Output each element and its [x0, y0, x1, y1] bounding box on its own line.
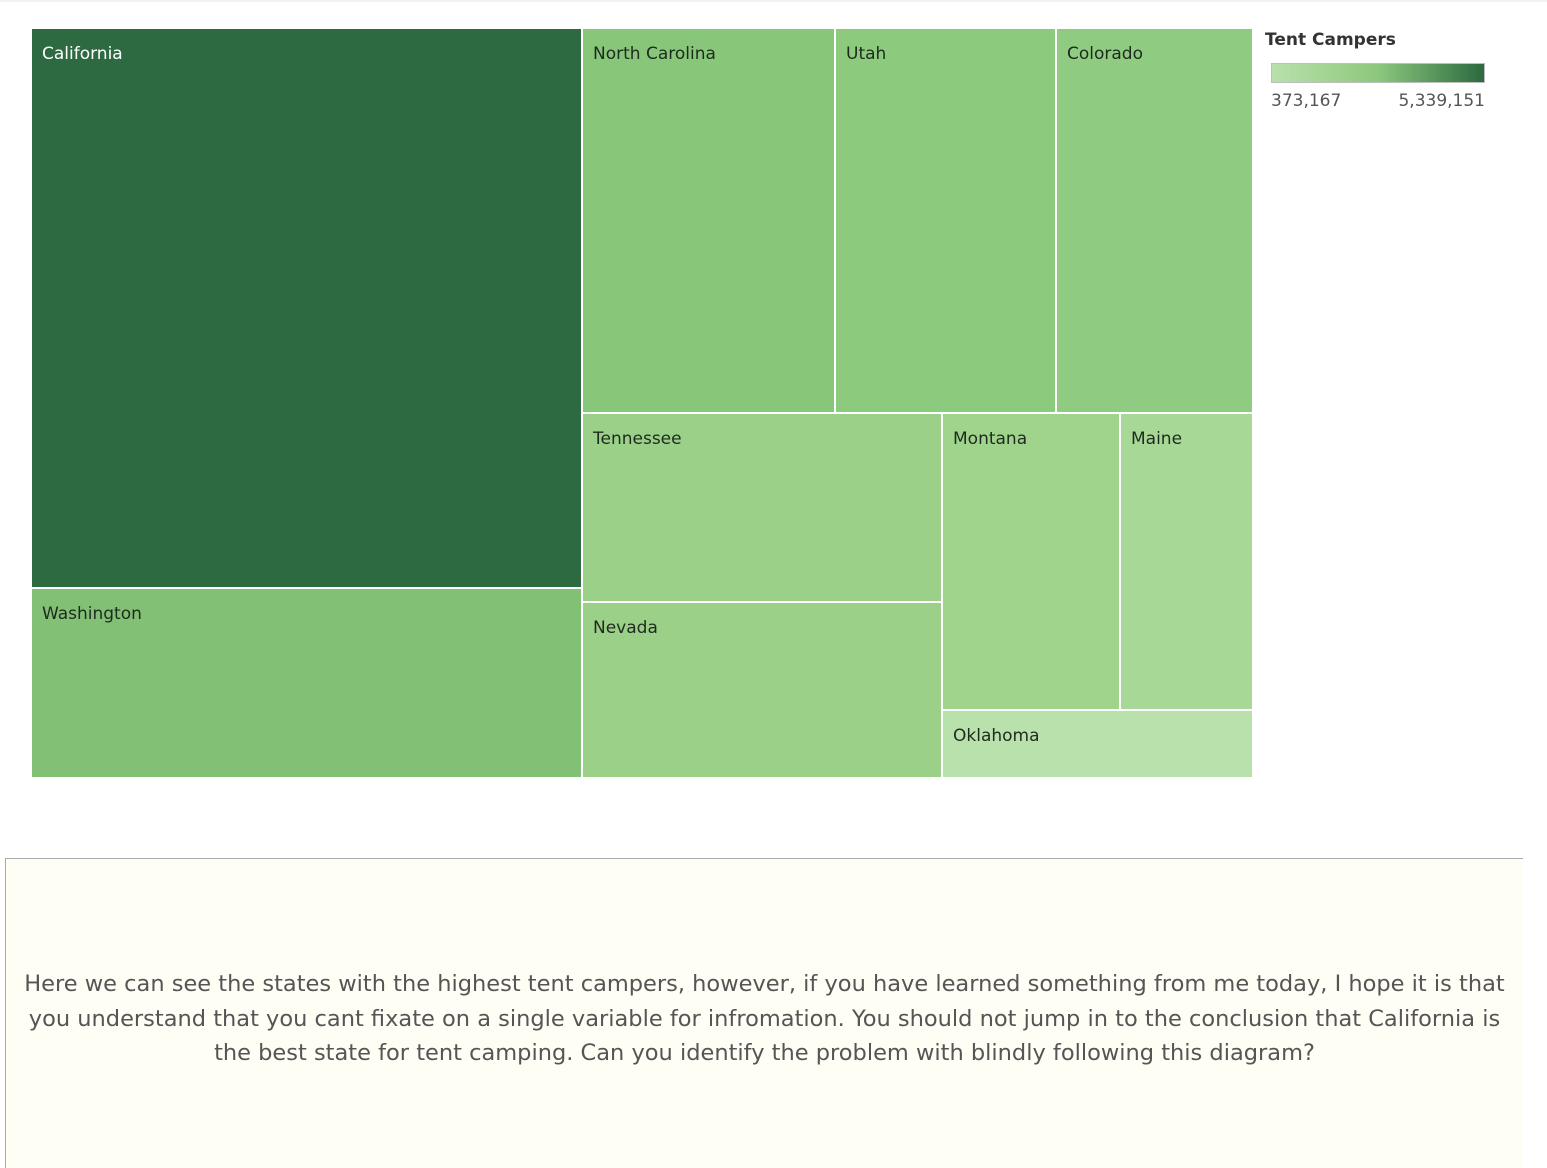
- color-legend: Tent Campers 373,167 5,339,151: [1265, 30, 1505, 120]
- treemap-tile-utah[interactable]: Utah: [835, 28, 1056, 413]
- treemap-tile-nevada[interactable]: Nevada: [582, 602, 942, 778]
- top-divider: [0, 0, 1547, 2]
- treemap-tile-california[interactable]: California: [31, 28, 582, 588]
- tile-label: North Carolina: [593, 44, 716, 64]
- legend-gradient-bar: [1271, 63, 1485, 83]
- legend-max-label: 5,339,151: [1398, 91, 1485, 111]
- tile-label: Nevada: [593, 618, 658, 638]
- tile-label: California: [42, 44, 123, 64]
- treemap-tile-washington[interactable]: Washington: [31, 588, 582, 778]
- treemap-tile-oklahoma[interactable]: Oklahoma: [942, 710, 1253, 778]
- tile-label: Oklahoma: [953, 726, 1040, 746]
- treemap-tile-maine[interactable]: Maine: [1120, 413, 1253, 710]
- treemap-tile-north-carolina[interactable]: North Carolina: [582, 28, 835, 413]
- treemap-tile-colorado[interactable]: Colorado: [1056, 28, 1253, 413]
- caption-box: Here we can see the states with the high…: [5, 858, 1523, 1168]
- tile-label: Utah: [846, 44, 887, 64]
- tile-label: Maine: [1131, 429, 1183, 449]
- tile-label: Montana: [953, 429, 1028, 449]
- tile-label: Colorado: [1067, 44, 1143, 64]
- treemap-chart: California Washington North Carolina Utah Co…: [31, 28, 1253, 778]
- tile-label: Washington: [42, 604, 142, 624]
- treemap-tile-tennessee[interactable]: Tennessee: [582, 413, 942, 602]
- tile-label: Tennessee: [593, 429, 682, 449]
- legend-min-label: 373,167: [1271, 91, 1342, 111]
- treemap-tile-montana[interactable]: Montana: [942, 413, 1120, 710]
- caption-text: Here we can see the states with the high…: [24, 971, 1505, 1066]
- legend-title: Tent Campers: [1265, 30, 1396, 50]
